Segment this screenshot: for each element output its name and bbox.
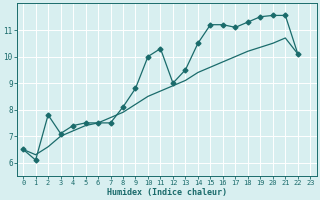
X-axis label: Humidex (Indice chaleur): Humidex (Indice chaleur)	[107, 188, 227, 197]
